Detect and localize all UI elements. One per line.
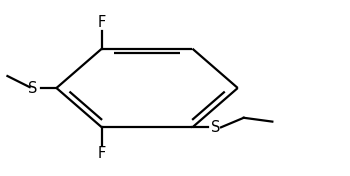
Text: S: S xyxy=(211,120,220,135)
Text: S: S xyxy=(28,80,38,96)
Text: F: F xyxy=(98,15,106,30)
Text: F: F xyxy=(98,146,106,161)
